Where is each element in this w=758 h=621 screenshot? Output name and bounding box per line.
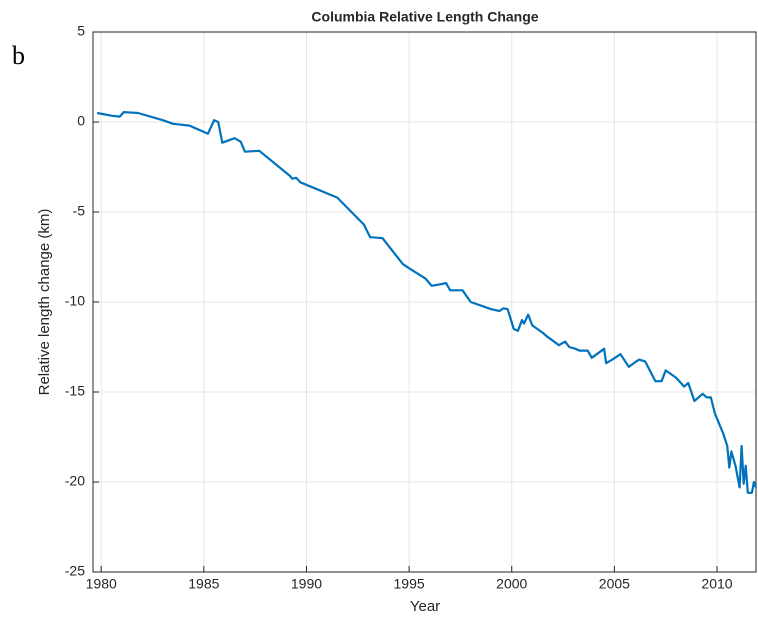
y-tick-label: 0 [77, 113, 85, 129]
x-axis-label: Year [410, 598, 440, 615]
y-tick-label: -25 [65, 563, 85, 579]
panel-label: b [12, 41, 25, 70]
x-tick-label: 1990 [291, 576, 322, 592]
y-axis-label: Relative length change (km) [36, 209, 53, 396]
y-tick-label: -10 [65, 293, 85, 309]
x-tick-label: 2000 [496, 576, 527, 592]
x-tick-label: 1980 [86, 576, 117, 592]
x-tick-label: 1985 [188, 576, 219, 592]
data-line [96, 111, 758, 494]
y-tick-label: 5 [77, 23, 85, 39]
y-tick-label: -5 [73, 203, 86, 219]
x-tick-label: 1995 [394, 576, 425, 592]
y-tick-label: -15 [65, 383, 85, 399]
chart-title: Columbia Relative Length Change [311, 9, 538, 25]
x-tick-label: 2005 [599, 576, 630, 592]
y-tick-label: -20 [65, 473, 85, 489]
axes-box [92, 31, 757, 573]
x-tick-label: 2010 [701, 576, 732, 592]
